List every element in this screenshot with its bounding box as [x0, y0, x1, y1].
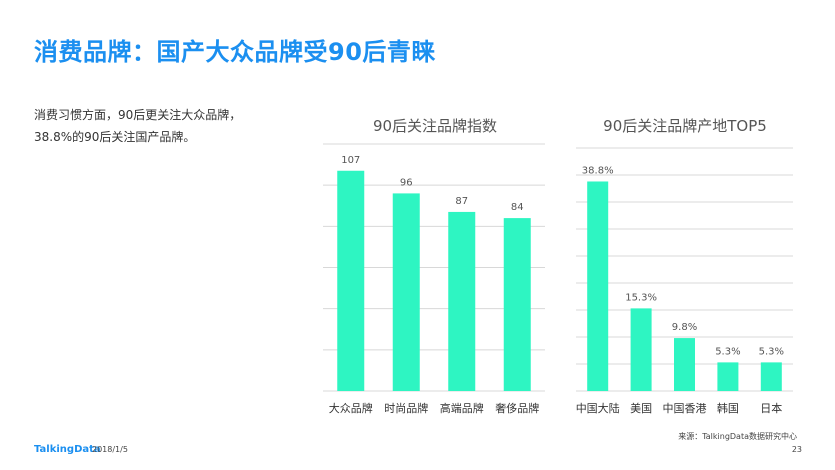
category-label: 中国香港 [663, 402, 707, 415]
footer-date: 2018/1/5 [92, 445, 128, 454]
bar-1-4 [503, 218, 531, 391]
bar-2-1 [587, 181, 609, 391]
category-label: 高端品牌 [440, 401, 484, 415]
data-label: 38.8% [582, 165, 614, 176]
bar-2-4 [717, 362, 739, 391]
data-label: 15.3% [625, 292, 657, 303]
data-label: 5.3% [759, 346, 784, 357]
category-label: 美国 [630, 402, 652, 415]
bar-1-1 [337, 170, 365, 391]
page-number: 23 [791, 445, 802, 454]
data-label: 84 [511, 202, 524, 213]
bar-1-2 [392, 193, 420, 391]
category-label: 大众品牌 [329, 401, 373, 415]
data-label: 96 [400, 177, 413, 188]
category-label: 日本 [760, 401, 782, 415]
description-text: 消费习惯方面，90后更关注大众品牌，38.8%的90后关注国产品牌。 [34, 108, 242, 144]
data-label: 107 [341, 155, 360, 166]
bar-2-3 [674, 338, 695, 391]
category-label: 中国大陆 [576, 401, 620, 415]
data-label: 87 [455, 196, 468, 207]
bar-1-3 [448, 211, 476, 391]
data-label: 5.3% [715, 346, 740, 357]
category-label: 奢侈品牌 [495, 401, 539, 415]
data-label: 9.8% [672, 322, 697, 333]
chart-title-brand-origin: 90后关注品牌产地TOP5 [603, 117, 767, 135]
category-label: 时尚品牌 [384, 401, 428, 415]
bar-2-5 [760, 362, 782, 391]
source-note: 来源：TalkingData数据研究中心 [678, 432, 797, 441]
bar-2-2 [630, 308, 652, 391]
chart-title-brand-index: 90后关注品牌指数 [372, 117, 498, 135]
talkingdata-logo: TalkingData [34, 444, 101, 455]
page-title: 消费品牌：国产大众品牌受90后青睐 [34, 38, 436, 66]
category-label: 韩国 [717, 401, 739, 415]
